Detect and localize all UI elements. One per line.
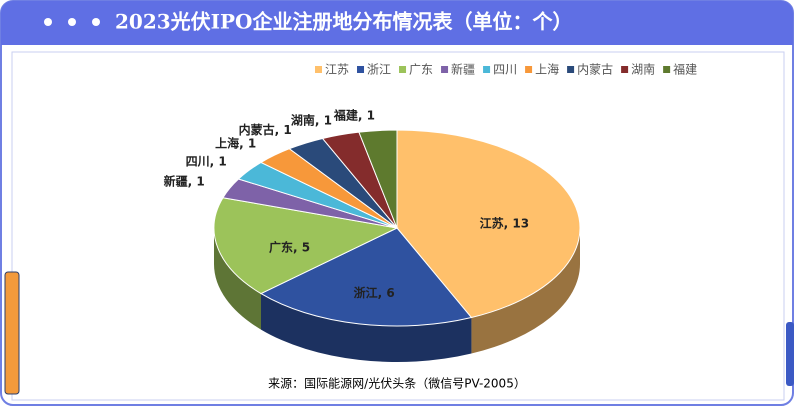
data-label: 湖南, 1: [291, 112, 332, 127]
legend-swatch: [441, 66, 449, 73]
legend-swatch: [357, 66, 365, 73]
legend-swatch: [567, 66, 575, 73]
source-note: 来源：国际能源网/光伏头条（微信号PV-2005）: [268, 377, 526, 391]
data-label: 浙江, 6: [354, 285, 395, 300]
legend-label: 福建: [673, 62, 697, 77]
legend-label: 湖南: [631, 62, 655, 77]
header-bar-base: [1, 30, 793, 45]
slice: [259, 227, 473, 327]
legend-label: 上海: [535, 62, 559, 77]
legend-swatch: [621, 66, 629, 73]
legend-label: 江苏: [325, 63, 349, 77]
legend-swatch: [483, 66, 491, 73]
data-label: 新疆, 1: [164, 174, 205, 189]
dot: [68, 18, 76, 26]
data-label: 上海, 1: [215, 136, 256, 151]
slice-side: [214, 228, 262, 330]
slice: [213, 197, 399, 295]
chart-title: 2023光伏IPO企业注册地分布情况表（单位：个）: [115, 10, 572, 34]
legend-swatch: [663, 66, 671, 73]
side-tab: [786, 322, 794, 386]
pencil: [4, 271, 20, 395]
data-label: 广东, 5: [269, 240, 310, 255]
data-label: 江苏, 13: [480, 215, 529, 230]
data-label: 四川, 1: [186, 154, 227, 168]
slice-side: [471, 228, 580, 354]
legend-label: 内蒙古: [577, 62, 613, 77]
slice: [358, 129, 398, 229]
dot: [44, 18, 52, 26]
legend-swatch: [399, 66, 407, 73]
data-label: 福建, 1: [333, 107, 375, 122]
slice: [396, 129, 581, 319]
slice-side: [261, 293, 472, 363]
data-label: 内蒙古, 1: [239, 122, 292, 137]
legend-label: 广东: [409, 63, 433, 77]
dot: [92, 18, 100, 26]
legend-label: 新疆: [451, 62, 475, 77]
legend-swatch: [315, 66, 322, 73]
legend-label: 浙江: [367, 63, 391, 77]
legend-swatch: [525, 66, 533, 73]
legend-label: 四川: [493, 63, 517, 77]
